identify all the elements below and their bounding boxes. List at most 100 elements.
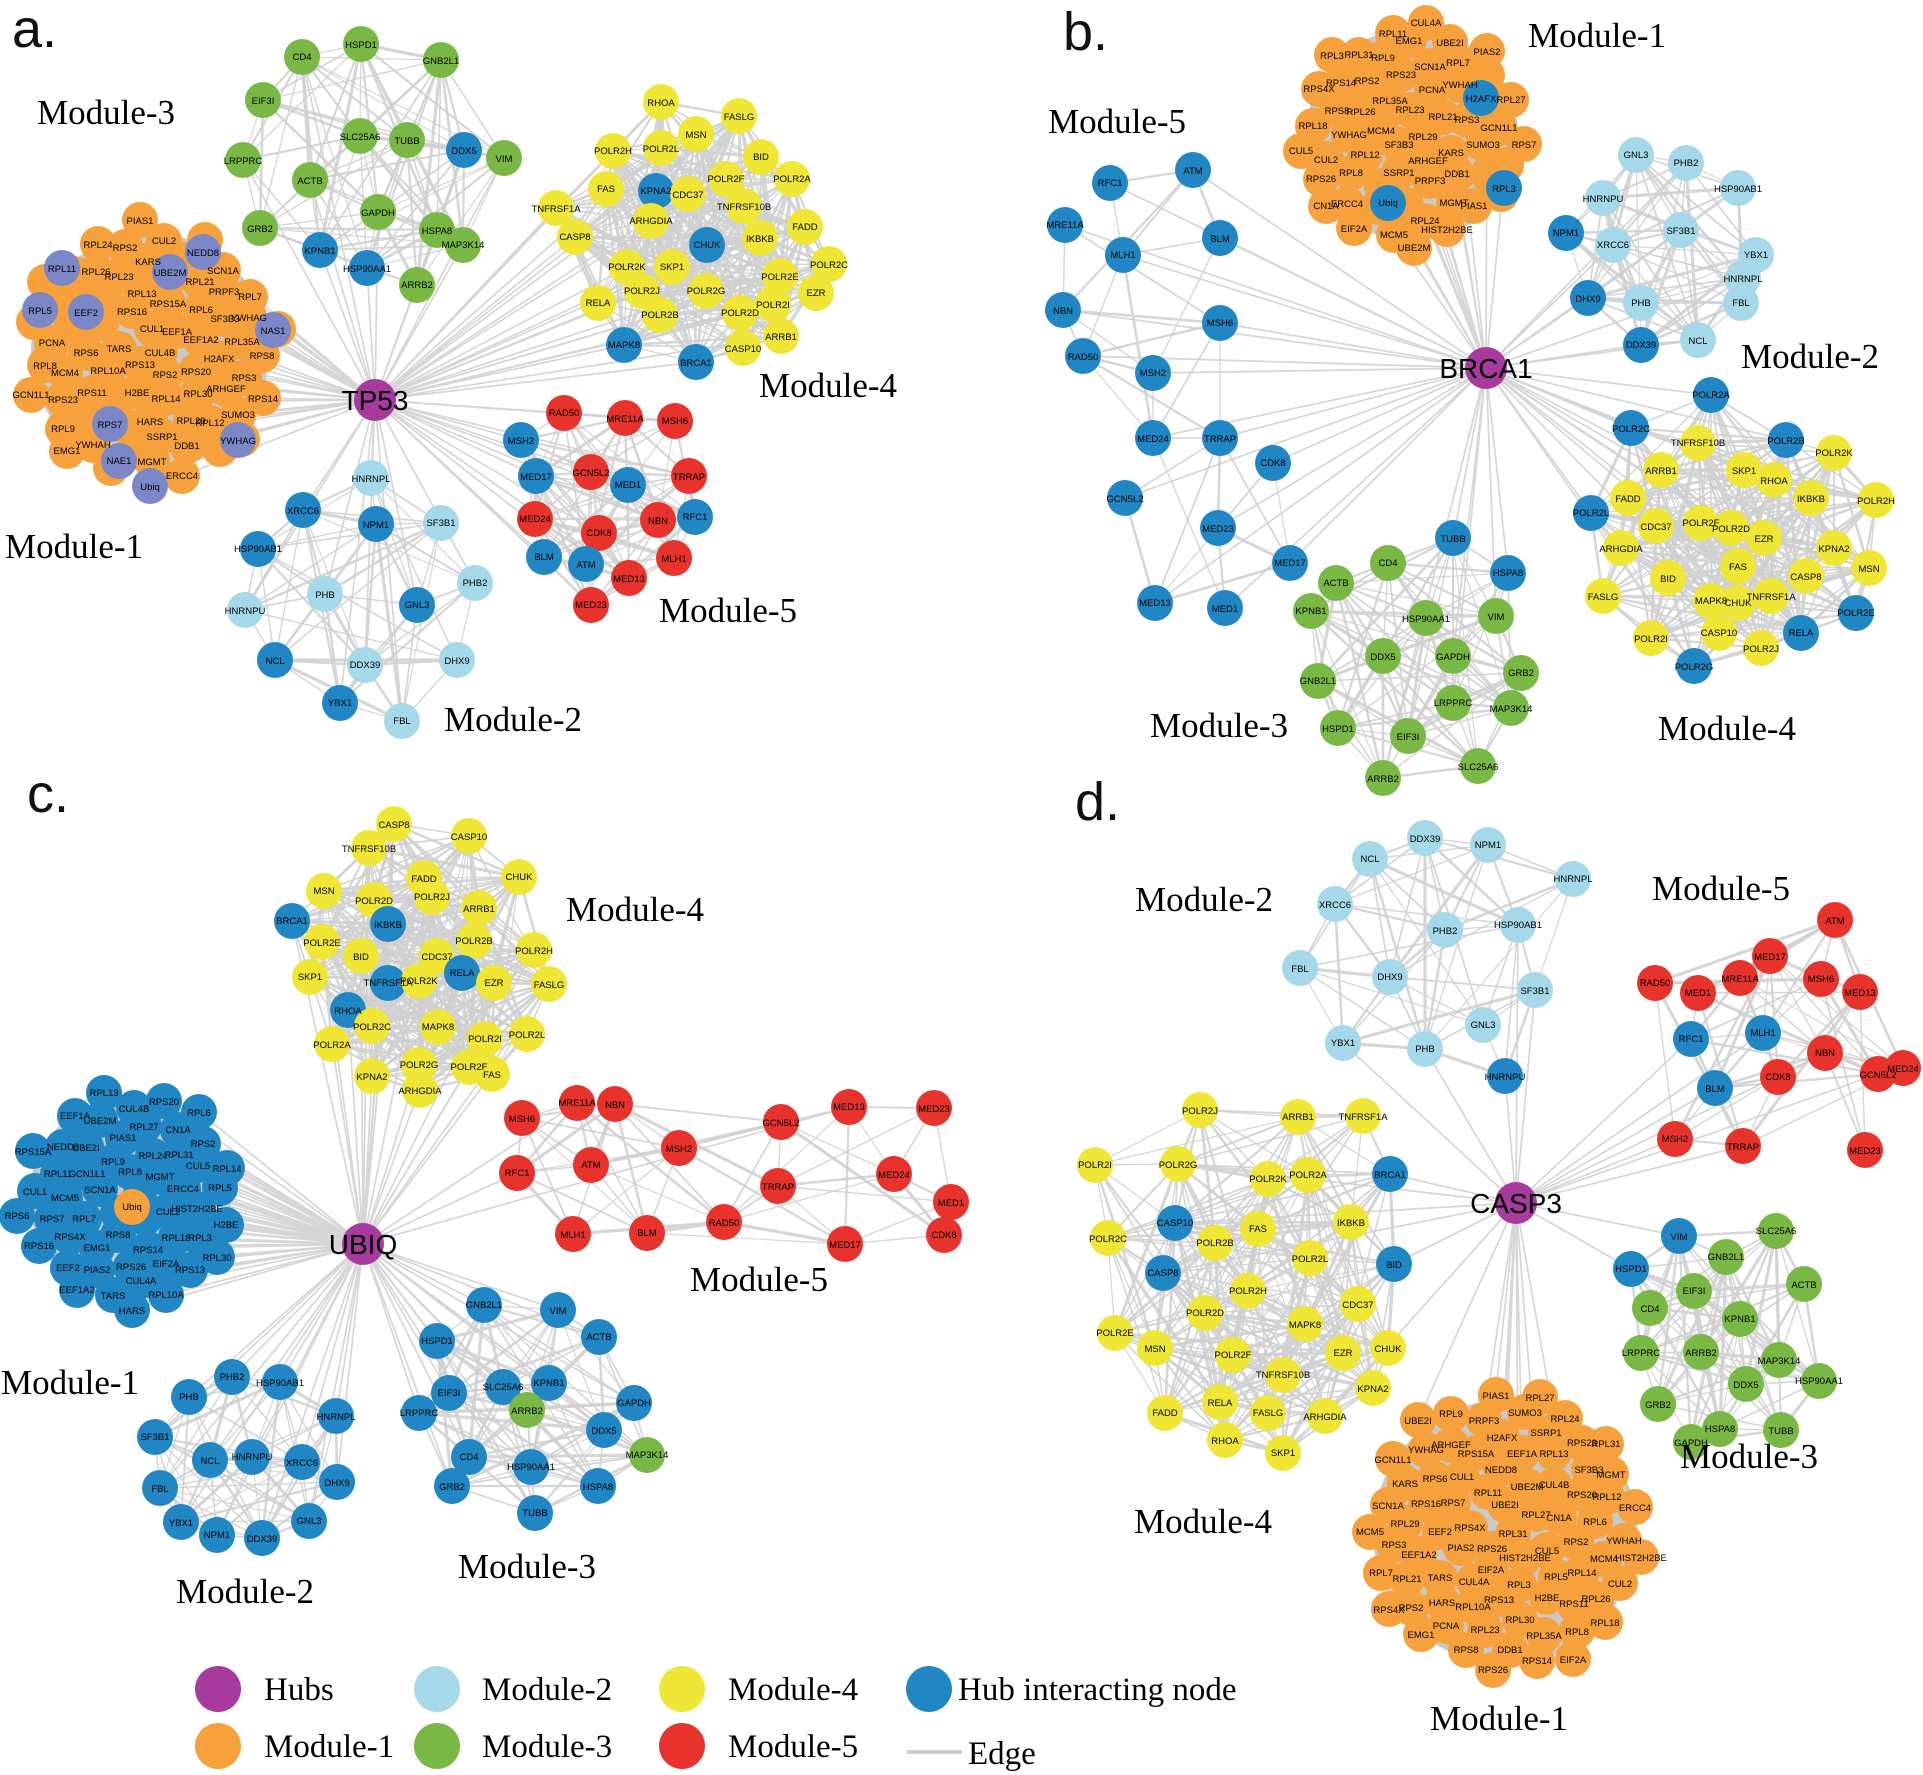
svg-text:BLM: BLM [637, 1228, 657, 1239]
svg-text:MSH2: MSH2 [1662, 1134, 1688, 1145]
svg-text:TUBB: TUBB [1440, 534, 1465, 545]
svg-text:PCNA: PCNA [1433, 1621, 1460, 1632]
svg-text:RPL13: RPL13 [89, 1088, 118, 1099]
svg-text:GAPDH: GAPDH [1674, 1438, 1708, 1449]
svg-text:CD4: CD4 [459, 1452, 478, 1463]
svg-text:RPL7: RPL7 [1446, 58, 1470, 69]
svg-text:PRPF3: PRPF3 [1415, 176, 1446, 187]
svg-text:RPL31: RPL31 [1498, 1529, 1527, 1540]
svg-text:ERCC4: ERCC4 [1619, 1503, 1651, 1514]
svg-text:GNL3: GNL3 [1471, 1020, 1496, 1031]
svg-text:TUBB: TUBB [394, 136, 419, 147]
svg-text:HNRNPL: HNRNPL [1553, 874, 1592, 885]
svg-text:BRCA1: BRCA1 [1374, 1170, 1406, 1181]
svg-text:RPL12: RPL12 [1350, 150, 1379, 161]
svg-text:HSP90AB1: HSP90AB1 [1494, 920, 1542, 931]
svg-text:GRB2: GRB2 [1508, 668, 1534, 679]
svg-text:RPL13: RPL13 [1539, 1449, 1568, 1460]
svg-text:VIM: VIM [1488, 612, 1505, 623]
svg-text:Module-3: Module-3 [482, 1729, 612, 1765]
svg-text:ARRB2: ARRB2 [511, 1406, 543, 1417]
svg-text:POLR2B: POLR2B [1767, 436, 1805, 447]
svg-text:VIM: VIM [496, 154, 513, 165]
svg-text:PIAS2: PIAS2 [1448, 1543, 1475, 1554]
svg-text:EIF2A: EIF2A [1341, 224, 1368, 235]
svg-text:RPL35A: RPL35A [1372, 96, 1408, 107]
svg-text:XRCC6: XRCC6 [286, 1458, 318, 1469]
svg-text:POLR2B: POLR2B [641, 310, 679, 321]
svg-text:RPS3: RPS3 [232, 373, 257, 384]
svg-text:EEF1A: EEF1A [60, 1111, 91, 1122]
svg-text:FASLG: FASLG [534, 980, 565, 991]
svg-text:RPL7: RPL7 [1369, 1568, 1393, 1579]
svg-text:GNL3: GNL3 [1624, 150, 1649, 161]
svg-text:CN1A: CN1A [1313, 201, 1339, 212]
svg-text:KPNA2: KPNA2 [356, 1072, 387, 1083]
svg-text:POLR2J: POLR2J [624, 286, 660, 297]
svg-text:CUL4B: CUL4B [119, 1104, 150, 1115]
svg-text:RPL29: RPL29 [176, 416, 205, 427]
svg-text:YWHAH: YWHAH [75, 440, 111, 451]
svg-text:MED23: MED23 [918, 1104, 950, 1115]
svg-text:SF3B1: SF3B1 [140, 1432, 169, 1443]
svg-text:RPL5: RPL5 [1544, 1572, 1568, 1583]
svg-text:EZR: EZR [1755, 534, 1774, 545]
svg-text:MED17: MED17 [1274, 558, 1306, 569]
svg-text:HSP90AA1: HSP90AA1 [1795, 1376, 1843, 1387]
svg-text:RPS23: RPS23 [1567, 1438, 1597, 1449]
svg-text:DDB1: DDB1 [174, 441, 199, 452]
svg-text:TNFRSF1A: TNFRSF1A [531, 204, 581, 215]
svg-text:Module-4: Module-4 [1658, 709, 1796, 748]
svg-text:TNFRSF10B: TNFRSF10B [342, 844, 396, 855]
svg-text:UBE2M: UBE2M [1511, 1482, 1544, 1493]
svg-text:GNB2L1: GNB2L1 [1708, 1252, 1744, 1263]
svg-text:TRRAP: TRRAP [762, 1182, 794, 1193]
svg-text:UBE2M: UBE2M [1398, 243, 1431, 254]
svg-text:GRB2: GRB2 [1645, 1400, 1671, 1411]
svg-text:RPS20: RPS20 [181, 367, 211, 378]
svg-text:MED17: MED17 [829, 1240, 861, 1251]
svg-text:RPL18: RPL18 [1590, 1618, 1619, 1629]
svg-text:EMG1: EMG1 [84, 1243, 111, 1254]
svg-text:RPS13: RPS13 [175, 1265, 205, 1276]
svg-text:DDX5: DDX5 [1370, 652, 1395, 663]
svg-text:ARRB2: ARRB2 [1685, 1348, 1717, 1359]
svg-text:RPS8: RPS8 [250, 351, 275, 362]
svg-text:BRCA1: BRCA1 [1439, 353, 1532, 384]
svg-text:RPL30: RPL30 [202, 1253, 231, 1264]
svg-text:MSH2: MSH2 [666, 1144, 692, 1155]
svg-text:POLR2A: POLR2A [1289, 1170, 1327, 1181]
svg-text:RAD50: RAD50 [549, 408, 580, 419]
svg-text:POLR2F: POLR2F [708, 174, 745, 185]
svg-text:MED24: MED24 [1887, 1064, 1919, 1075]
svg-text:MRE11A: MRE11A [606, 414, 644, 425]
svg-text:SF3B1: SF3B1 [1666, 226, 1695, 237]
svg-text:ACTB: ACTB [586, 1332, 611, 1343]
svg-text:MSN: MSN [1858, 564, 1879, 575]
svg-text:YWHAG: YWHAG [231, 313, 267, 324]
svg-text:RPL27: RPL27 [1521, 1510, 1550, 1521]
svg-text:POLR2H: POLR2H [1857, 496, 1895, 507]
svg-text:YWHAG: YWHAG [1408, 1445, 1444, 1456]
svg-text:RPS7: RPS7 [98, 420, 123, 431]
svg-text:CDC37: CDC37 [421, 952, 452, 963]
svg-text:SCN1A: SCN1A [1372, 1501, 1404, 1512]
svg-text:MGMT: MGMT [1439, 198, 1468, 209]
svg-text:SSRP1: SSRP1 [1383, 168, 1414, 179]
svg-text:HSPD1: HSPD1 [345, 40, 377, 51]
svg-text:GNB2L1: GNB2L1 [1300, 676, 1336, 687]
svg-text:RFC1: RFC1 [683, 512, 708, 523]
svg-text:NAE1: NAE1 [107, 456, 132, 467]
svg-text:POLR2D: POLR2D [721, 308, 759, 319]
svg-text:Ubiq: Ubiq [122, 1202, 142, 1213]
svg-text:MSH6: MSH6 [1207, 318, 1233, 329]
svg-text:PCNA: PCNA [1419, 85, 1446, 96]
svg-text:CASP8: CASP8 [1147, 1268, 1178, 1279]
svg-text:YWHAG: YWHAG [1331, 130, 1367, 141]
svg-text:DHX9: DHX9 [1575, 294, 1600, 305]
svg-text:MSH6: MSH6 [662, 416, 688, 427]
svg-text:RPL6: RPL6 [1583, 1517, 1607, 1528]
svg-text:RPL8: RPL8 [33, 361, 57, 372]
svg-text:RPL21: RPL21 [1428, 112, 1457, 123]
svg-text:RELA: RELA [1208, 1398, 1233, 1409]
